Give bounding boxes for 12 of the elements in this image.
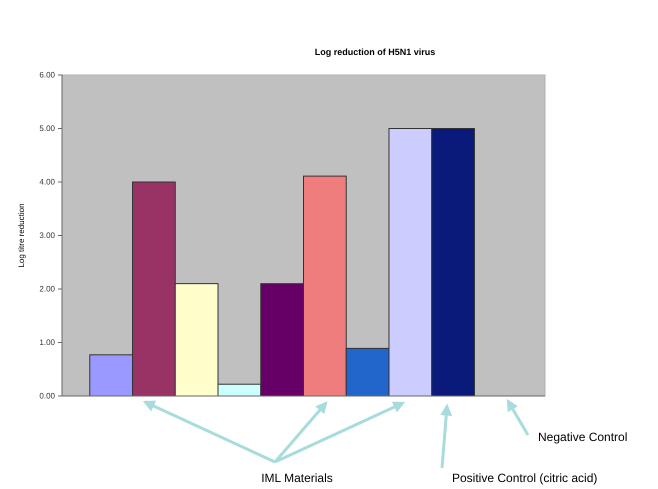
y-tick-label: 4.00 [39, 178, 56, 187]
y-tick-label: 3.00 [39, 231, 56, 240]
y-axis-title: Log titre reduction [17, 203, 26, 268]
y-tick-label: 1.00 [39, 338, 56, 348]
y-tick-label: 6.00 [39, 70, 56, 80]
text: Negative Control [538, 430, 628, 444]
y-tick-label: 2.00 [39, 284, 56, 294]
text: Positive Control (citric acid) [452, 471, 598, 485]
chart-title: Log reduction of H5N1 virus [314, 47, 436, 57]
y-tick-label: 0.00 [39, 392, 56, 401]
text: IML Materials [261, 471, 333, 485]
y-tick-label: 5.00 [39, 124, 56, 134]
